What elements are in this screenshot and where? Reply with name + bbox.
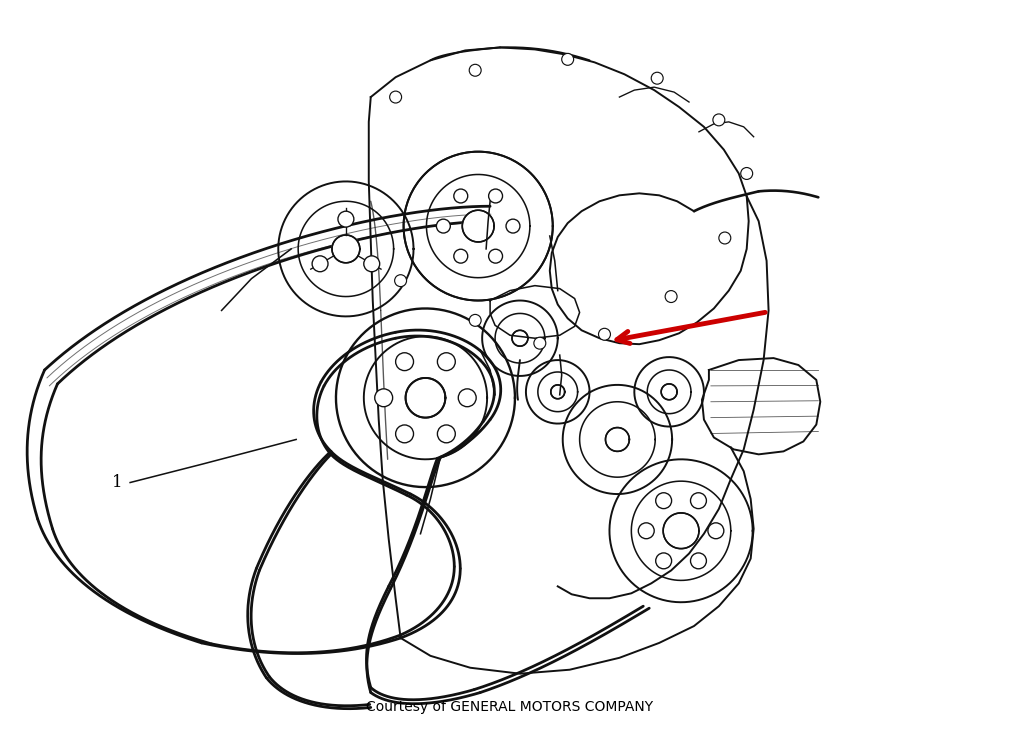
Circle shape xyxy=(437,353,455,370)
Circle shape xyxy=(506,219,520,233)
Circle shape xyxy=(655,553,672,569)
Circle shape xyxy=(375,389,392,407)
Circle shape xyxy=(489,189,502,203)
Circle shape xyxy=(395,353,414,370)
Polygon shape xyxy=(605,427,630,452)
Circle shape xyxy=(598,328,610,340)
Polygon shape xyxy=(551,385,565,399)
Circle shape xyxy=(437,425,455,443)
Polygon shape xyxy=(332,235,360,263)
Polygon shape xyxy=(463,210,494,242)
Polygon shape xyxy=(661,384,677,400)
Circle shape xyxy=(561,53,574,65)
Circle shape xyxy=(394,275,407,286)
Circle shape xyxy=(469,314,481,326)
Circle shape xyxy=(713,114,725,126)
Circle shape xyxy=(665,291,677,303)
Circle shape xyxy=(534,337,546,349)
Circle shape xyxy=(459,389,476,407)
Circle shape xyxy=(338,211,354,227)
Text: Courtesy of GENERAL MOTORS COMPANY: Courtesy of GENERAL MOTORS COMPANY xyxy=(366,700,653,714)
Circle shape xyxy=(364,256,380,272)
Circle shape xyxy=(691,553,706,569)
Circle shape xyxy=(741,168,753,179)
Circle shape xyxy=(453,249,468,263)
Polygon shape xyxy=(406,378,445,418)
Circle shape xyxy=(395,425,414,443)
Circle shape xyxy=(436,219,450,233)
Circle shape xyxy=(691,493,706,508)
Circle shape xyxy=(718,232,731,244)
Circle shape xyxy=(655,493,672,508)
Circle shape xyxy=(708,523,723,539)
Circle shape xyxy=(469,64,481,76)
Circle shape xyxy=(651,72,663,84)
Circle shape xyxy=(453,189,468,203)
Circle shape xyxy=(638,523,654,539)
Circle shape xyxy=(389,91,401,103)
Text: 1: 1 xyxy=(112,474,123,491)
Polygon shape xyxy=(512,331,528,346)
Polygon shape xyxy=(663,513,699,548)
Circle shape xyxy=(489,249,502,263)
Circle shape xyxy=(312,256,328,272)
